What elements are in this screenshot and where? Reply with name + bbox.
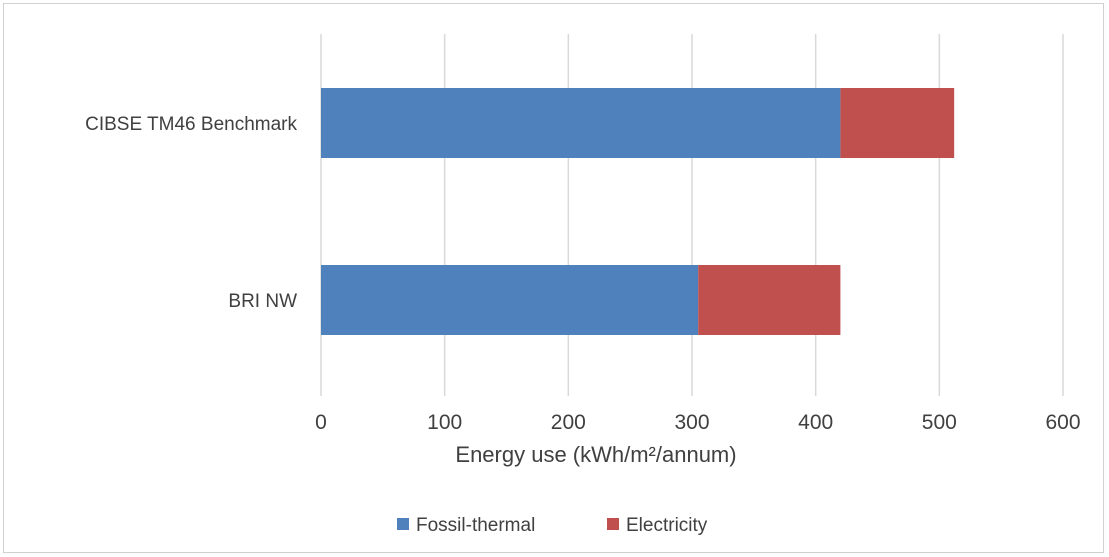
x-tick-label-1: 100 [427, 411, 462, 434]
category-labels: CIBSE TM46 Benchmark BRI NW [85, 114, 297, 312]
category-label-2: BRI NW [228, 291, 297, 312]
bar-1-electricity [840, 88, 955, 158]
bar-2-fossil-thermal [321, 265, 699, 335]
x-tick-labels: 0 100 200 300 400 500 600 [315, 411, 1080, 434]
x-tick-label-2: 200 [551, 411, 586, 434]
category-label-1: CIBSE TM46 Benchmark [85, 114, 297, 135]
bars [321, 88, 955, 335]
bar-2-electricity [698, 265, 841, 335]
x-tick-label-0: 0 [315, 411, 327, 434]
legend-swatch-1 [397, 518, 409, 530]
stacked-bar-chart: 0 100 200 300 400 500 600 CIBSE TM46 Benchmark… [85, 34, 1081, 536]
x-axis-title: Energy use (kWh/m²/annum) [455, 442, 736, 467]
chart-frame: 0 100 200 300 400 500 600 CIBSE TM46 Benchmark… [3, 3, 1104, 553]
x-tick-label-6: 600 [1045, 411, 1080, 434]
bar-1-fossil-thermal [321, 88, 841, 158]
x-tick-label-4: 400 [798, 411, 833, 434]
legend: Fossil-thermal Electricity [397, 515, 708, 536]
legend-label-2: Electricity [626, 515, 708, 536]
legend-swatch-2 [607, 518, 619, 530]
x-tick-label-3: 300 [674, 411, 709, 434]
legend-label-1: Fossil-thermal [416, 515, 535, 536]
x-tick-label-5: 500 [922, 411, 957, 434]
